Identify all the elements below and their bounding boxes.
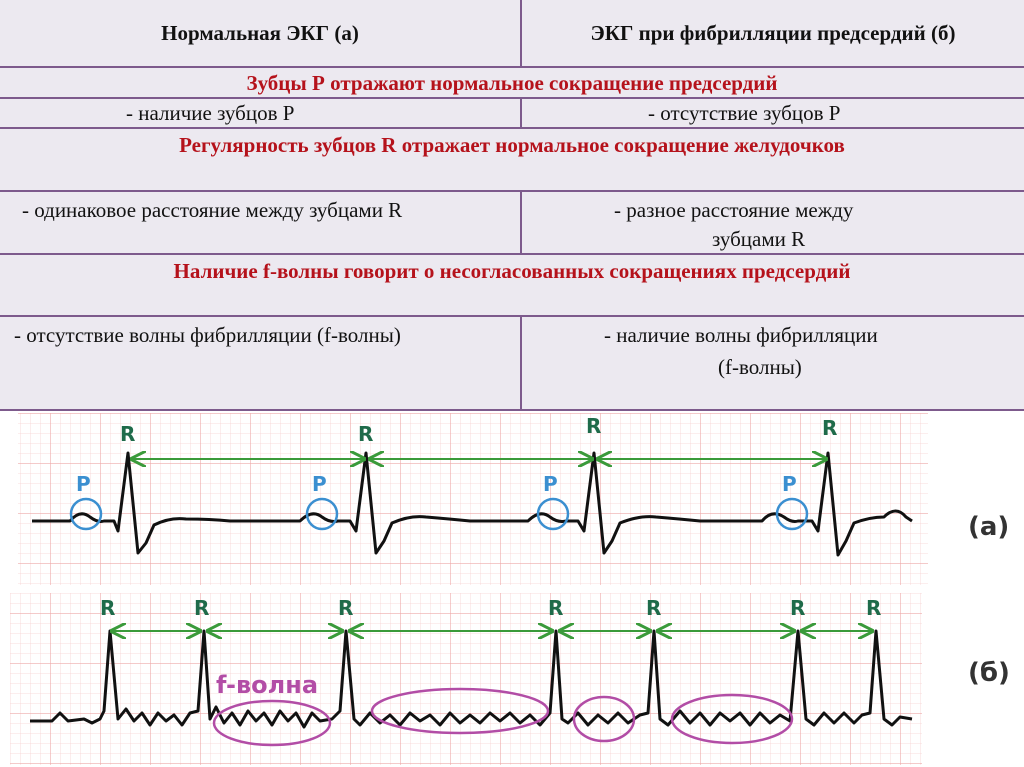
label-b: (б) [968,658,1010,688]
f-wave-ellipse [212,699,332,747]
r-label: R [120,422,135,446]
row-f-wave-present-line2: (f-волны) [718,355,802,379]
r-label: R [100,596,115,620]
row-p-absent: - отсутствие зубцов Р [648,101,841,125]
ecg-trace-b [30,629,913,729]
row-p-present: - наличие зубцов Р [126,101,295,125]
p-wave-circle [775,497,809,531]
p-wave-circle [69,497,103,531]
table-divider [0,315,1024,317]
header-af-ecg: ЭКГ при фибрилляции предсердий (б) [590,21,956,45]
comparison-table: Нормальная ЭКГ (а) ЭКГ при фибрилляции п… [0,0,1024,411]
r-label: R [358,422,373,446]
p-label: P [76,472,91,496]
r-label: R [790,596,805,620]
table-column-divider [520,315,522,409]
ecg-comparison-figure: P P P P R R R R (а) f-волна R R R R R R … [0,413,1024,767]
table-column-divider [520,97,522,127]
r-label: R [194,596,209,620]
r-label: R [548,596,563,620]
table-divider [0,66,1024,68]
section-title-f-waves: Наличие f-волны говорит о несогласованны… [173,259,851,283]
p-wave-circle [536,497,570,531]
r-label: R [822,416,837,440]
ecg-grid-a [18,413,928,585]
p-label: P [543,472,558,496]
row-equal-rr: - одинаковое расстояние между зубцами R [22,198,403,222]
r-label: R [338,596,353,620]
table-divider [0,97,1024,99]
table-divider [0,127,1024,129]
header-normal-ecg: Нормальная ЭКГ (а) [161,21,359,45]
r-label: R [586,414,601,438]
ecg-grid-b [10,593,922,765]
table-column-divider [520,0,522,66]
f-wave-ellipse [370,687,550,735]
p-label: P [782,472,797,496]
r-label: R [646,596,661,620]
table-column-divider [520,190,522,253]
label-a: (а) [968,512,1009,542]
section-title-r-regularity: Регулярность зубцов R отражает нормально… [179,133,845,157]
f-wave-label: f-волна [216,671,318,699]
table-divider [0,253,1024,255]
p-label: P [312,472,327,496]
table-divider [0,190,1024,192]
p-wave-circle [305,497,339,531]
r-label: R [866,596,881,620]
row-unequal-rr-line2: зубцами R [712,227,806,251]
ecg-svg: P P P P R R R R (а) f-волна R R R R R R … [10,413,1010,765]
row-unequal-rr-line1: - разное расстояние между [614,198,854,222]
table-divider [0,409,1024,411]
row-f-wave-present-line1: - наличие волны фибрилляции [604,323,878,347]
f-wave-ellipse [572,695,636,743]
ecg-trace-a [32,451,913,557]
section-title-p-waves: Зубцы Р отражают нормальное сокращение п… [246,71,778,95]
row-no-f-wave: - отсутствие волны фибрилляции (f-волны) [14,323,401,347]
f-wave-ellipse [670,693,794,745]
